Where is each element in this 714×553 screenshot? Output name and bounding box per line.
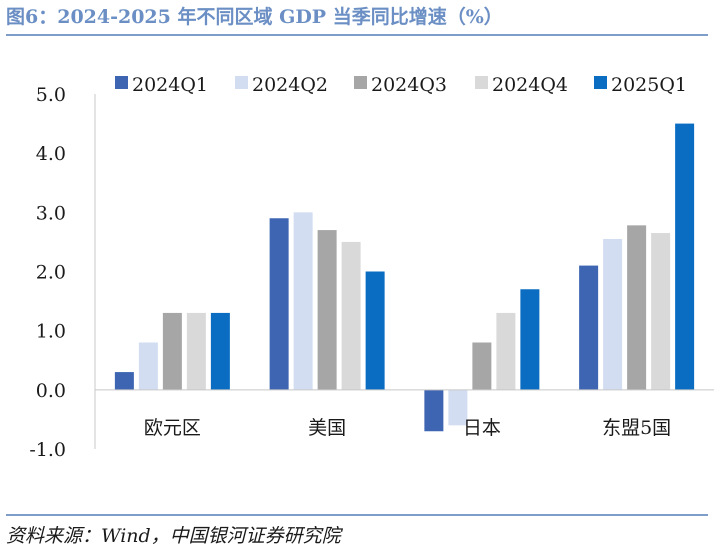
bar [603, 238, 623, 390]
legend-swatch [354, 76, 367, 89]
bar [293, 212, 313, 390]
y-tick-label: -1.0 [29, 439, 66, 461]
category-label: 日本 [463, 417, 501, 439]
bar [210, 312, 230, 390]
legend-swatch [594, 76, 607, 89]
source-note: 资料来源：Wind，中国银河证券研究院 [6, 525, 341, 547]
bar [269, 218, 289, 390]
bar [114, 372, 134, 390]
bar [365, 271, 385, 390]
bar [424, 389, 444, 432]
title-divider [6, 34, 708, 36]
bar [317, 230, 337, 390]
y-tick-label: 1.0 [36, 321, 66, 343]
legend-swatch [475, 76, 488, 89]
bar [675, 123, 695, 390]
bar [162, 312, 182, 390]
y-tick-label: 3.0 [36, 202, 66, 224]
legend-swatch [235, 76, 248, 89]
category-label: 美国 [308, 417, 346, 439]
bar [138, 342, 158, 390]
bar [579, 265, 599, 390]
y-tick-label: 2.0 [36, 262, 66, 284]
legend-label: 2024Q4 [492, 74, 568, 96]
bar [186, 312, 206, 390]
bar [448, 389, 468, 426]
bar [627, 225, 647, 390]
figure-title: 图6：2024-2025 年不同区域 GDP 当季同比增速（%） [6, 6, 503, 28]
bar [341, 241, 361, 390]
category-label: 东盟5国 [602, 417, 671, 439]
bar [472, 342, 492, 390]
y-tick-label: 0.0 [36, 380, 66, 402]
y-tick-label: 5.0 [36, 84, 66, 106]
bar [496, 312, 516, 390]
bar [651, 233, 671, 390]
legend-swatch [115, 76, 128, 89]
legend-label: 2025Q1 [611, 74, 687, 96]
legend-label: 2024Q2 [252, 74, 328, 96]
y-tick-label: 4.0 [36, 143, 66, 165]
source-divider [6, 514, 708, 516]
x-axis: 欧元区 美国 日本 东盟5国 [95, 389, 714, 439]
bar [520, 289, 540, 390]
category-label: 欧元区 [144, 417, 201, 439]
legend: 2024Q1 2024Q2 2024Q3 2024Q4 2025Q1 [115, 74, 687, 96]
legend-label: 2024Q3 [371, 74, 447, 96]
bars [114, 123, 695, 432]
legend-label: 2024Q1 [132, 74, 208, 96]
y-axis: 5.0 4.0 3.0 2.0 1.0 0.0 -1.0 [29, 84, 96, 461]
